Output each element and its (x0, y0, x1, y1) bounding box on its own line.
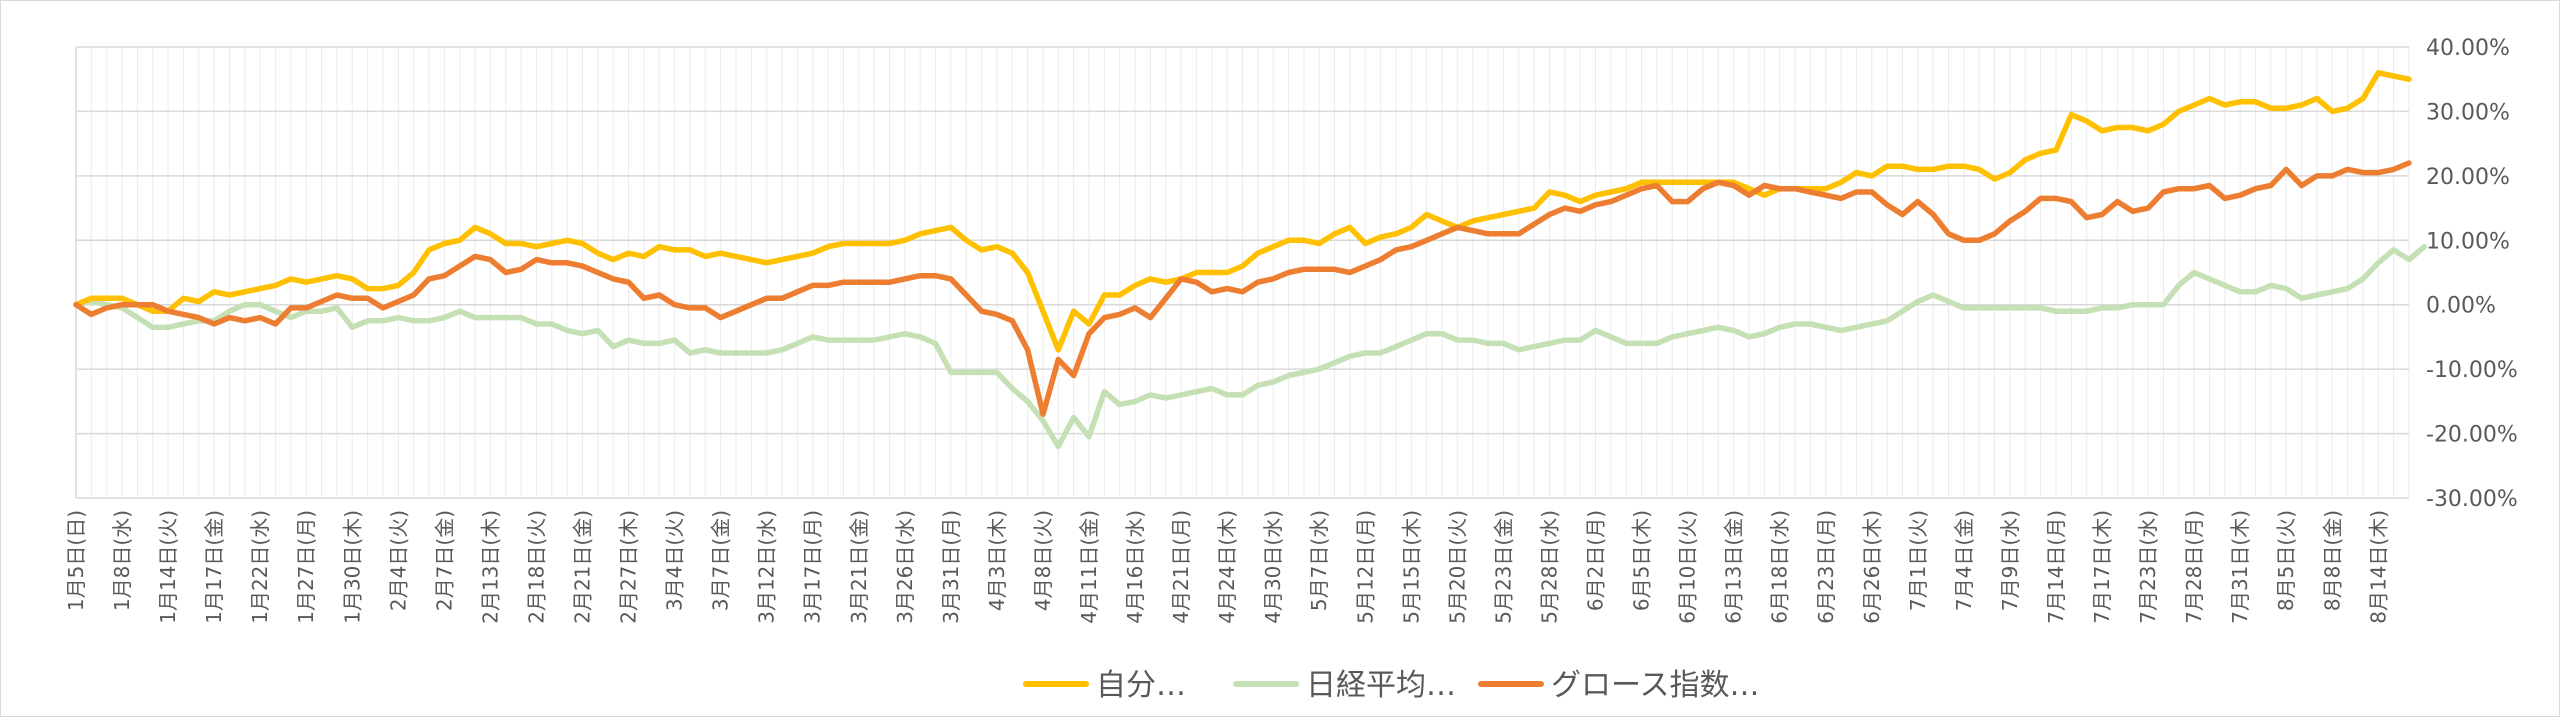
series-line-0 (73, 70, 2412, 353)
y-tick-label: -30.00% (2426, 487, 2518, 512)
x-tick-label: 3月31日(月) (939, 510, 963, 624)
x-tick-label: 5月15日(木) (1399, 510, 1423, 624)
y-tick-label: -10.00% (2426, 358, 2518, 383)
gridlines (75, 46, 2410, 499)
x-tick-label: 2月18日(火) (524, 510, 548, 624)
x-tick-label: 4月8日(火) (1031, 510, 1055, 611)
y-axis-tick-labels: 40.00% 30.00% 20.00% 10.00% 0.00% -10.00% -20.… (2426, 36, 2518, 512)
x-tick-label: 2月21日(金) (571, 510, 595, 624)
x-tick-label: 1月22日(水) (248, 510, 272, 624)
x-tick-label: 2月13日(木) (478, 510, 502, 624)
x-tick-label: 2月4日(火) (386, 510, 410, 611)
legend: 自分… 日経平均… グロース指数… (1023, 668, 1760, 703)
y-tick-label: -20.00% (2426, 423, 2518, 448)
x-tick-label: 4月30日(水) (1261, 510, 1285, 624)
x-tick-label: 8月5日(火) (2274, 510, 2298, 611)
x-tick-label: 6月2日(月) (1584, 510, 1608, 611)
x-tick-label: 1月8日(水) (110, 510, 134, 611)
series-line-2 (73, 160, 2412, 417)
x-tick-label: 2月27日(木) (617, 510, 641, 624)
legend-label-1: 日経平均… (1306, 668, 1456, 703)
x-tick-label: 6月5日(木) (1630, 510, 1654, 611)
y-tick-label: 20.00% (2426, 165, 2510, 190)
y-tick-label: 30.00% (2426, 100, 2510, 125)
x-tick-label: 1月5日(日) (64, 510, 88, 611)
x-tick-label: 5月23日(金) (1491, 510, 1515, 624)
x-tick-label: 3月17日(月) (801, 510, 825, 624)
legend-label-0: 自分… (1096, 668, 1186, 703)
x-tick-label: 7月4日(金) (1952, 510, 1976, 611)
x-tick-label: 7月1日(火) (1906, 510, 1930, 611)
x-tick-label: 5月28日(水) (1537, 510, 1561, 624)
x-tick-label: 6月26日(木) (1860, 510, 1884, 624)
x-tick-label: 7月31日(木) (2228, 510, 2252, 624)
y-tick-label: 10.00% (2426, 229, 2510, 254)
x-tick-label: 3月12日(水) (755, 510, 779, 624)
x-tick-label: 7月28日(月) (2182, 510, 2206, 624)
x-tick-label: 1月17日(金) (202, 510, 226, 624)
x-tick-label: 5月7日(水) (1307, 510, 1331, 611)
x-tick-label: 3月26日(水) (893, 510, 917, 624)
x-tick-label: 7月23日(水) (2136, 510, 2160, 624)
x-tick-label: 8月8日(金) (2320, 510, 2344, 611)
x-tick-label: 5月12日(月) (1353, 510, 1377, 624)
x-tick-label: 8月14日(木) (2366, 510, 2390, 624)
y-tick-label: 0.00% (2426, 294, 2496, 319)
x-tick-label: 3月7日(金) (709, 510, 733, 611)
x-tick-label: 1月27日(月) (294, 510, 318, 624)
x-tick-label: 7月14日(月) (2044, 510, 2068, 624)
x-tick-label: 1月14日(火) (156, 510, 180, 624)
x-tick-label: 4月11日(金) (1077, 510, 1101, 624)
x-tick-label: 1月30日(木) (340, 510, 364, 624)
x-tick-label: 3月21日(金) (847, 510, 871, 624)
y-tick-label: 40.00% (2426, 36, 2510, 61)
x-tick-label: 2月7日(金) (432, 510, 456, 611)
series-lines (73, 70, 2428, 450)
x-tick-label: 4月21日(月) (1169, 510, 1193, 624)
x-tick-label: 5月20日(火) (1445, 510, 1469, 624)
x-tick-label: 3月4日(火) (663, 510, 687, 611)
x-tick-label: 6月23日(月) (1814, 510, 1838, 624)
x-tick-label: 4月16日(水) (1123, 510, 1147, 624)
x-tick-label: 6月13日(金) (1722, 510, 1746, 624)
x-tick-label: 6月10日(火) (1676, 510, 1700, 624)
x-tick-label: 7月17日(木) (2090, 510, 2114, 624)
x-tick-label: 4月24日(木) (1215, 510, 1239, 624)
x-tick-label: 7月9日(水) (1998, 510, 2022, 611)
series-line-1 (73, 243, 2428, 450)
x-axis-tick-labels: 1月5日(日) 1月8日(水) 1月14日(火) 1月17日(金) 1月22日(水) 1月… (64, 510, 2390, 624)
x-tick-label: 4月3日(木) (985, 510, 1009, 611)
legend-label-2: グロース指数… (1551, 668, 1760, 703)
x-tick-label: 6月18日(水) (1768, 510, 1792, 624)
